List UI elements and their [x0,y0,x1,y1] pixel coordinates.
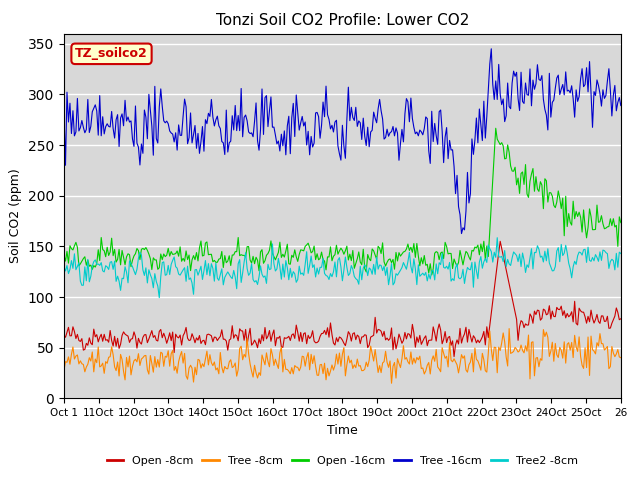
Open -8cm [197,341,205,347]
Text: TZ_soilco2: TZ_soilco2 [75,48,148,60]
Title: Tonzi Soil CO2 Profile: Lower CO2: Tonzi Soil CO2 Profile: Lower CO2 [216,13,469,28]
Line: Tree -16cm: Tree -16cm [64,49,621,234]
Tree -8cm [388,380,396,386]
Tree2 -8cm [395,270,403,276]
Tree2 -8cm [60,264,68,270]
Open -16cm [239,252,246,258]
Tree -16cm [598,103,605,109]
Open -16cm [492,125,500,131]
Open -16cm [60,252,68,258]
Open -16cm [197,238,205,244]
Tree -16cm [239,134,246,140]
Line: Open -16cm: Open -16cm [64,128,621,275]
Open -16cm [428,272,436,278]
Open -16cm [394,258,401,264]
Tree -16cm [394,130,401,136]
Tree -8cm [339,351,346,357]
Open -8cm [239,328,246,334]
Tree -16cm [488,46,495,52]
Open -16cm [598,213,605,218]
Line: Tree2 -8cm: Tree2 -8cm [64,238,621,298]
Tree2 -8cm [240,259,248,265]
Tree -16cm [60,110,68,116]
Tree -8cm [197,365,205,371]
Tree -8cm [598,341,605,347]
Y-axis label: Soil CO2 (ppm): Soil CO2 (ppm) [10,168,22,264]
Open -16cm [339,248,346,253]
Tree2 -8cm [493,235,501,240]
Legend: Open -8cm, Tree -8cm, Open -16cm, Tree -16cm, Tree2 -8cm: Open -8cm, Tree -8cm, Open -16cm, Tree -… [102,451,582,470]
Tree -16cm [458,231,465,237]
Tree2 -8cm [198,276,206,282]
Tree -16cm [617,103,625,108]
Open -8cm [394,340,401,346]
Tree -8cm [239,357,246,362]
Tree -8cm [506,326,513,332]
Tree2 -8cm [340,267,348,273]
Tree -16cm [251,119,259,124]
Tree2 -8cm [156,295,163,300]
Tree -8cm [617,355,625,360]
Open -8cm [598,313,605,319]
Open -8cm [617,316,625,322]
Open -8cm [497,239,504,244]
Tree -8cm [60,367,68,373]
Tree2 -8cm [252,278,260,284]
Open -16cm [617,220,625,226]
Line: Open -8cm: Open -8cm [64,241,621,357]
Tree -16cm [197,139,205,144]
Open -8cm [251,337,259,343]
Tree2 -8cm [617,251,625,256]
Line: Tree -8cm: Tree -8cm [64,329,621,383]
Tree -8cm [251,362,259,368]
Open -8cm [450,354,458,360]
X-axis label: Time: Time [327,424,358,437]
Open -8cm [60,332,68,338]
Tree -8cm [395,360,403,366]
Tree2 -8cm [598,257,605,263]
Tree -16cm [339,122,346,128]
Open -16cm [251,261,259,266]
Open -8cm [339,337,346,343]
